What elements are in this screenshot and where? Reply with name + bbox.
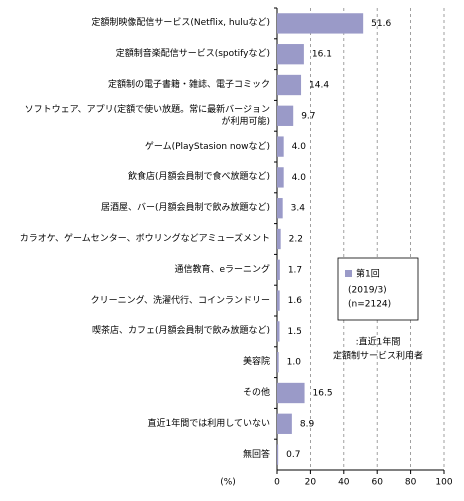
bar bbox=[277, 13, 364, 34]
bar bbox=[277, 259, 280, 280]
y-tick-label: ソフトウェア、アプリ(定額で使い放題。常に最新バージョン が利用可能) bbox=[24, 104, 270, 127]
value-label: 1.7 bbox=[288, 265, 302, 275]
value-label: 3.4 bbox=[291, 204, 306, 214]
bar bbox=[277, 74, 302, 96]
bar bbox=[277, 136, 284, 157]
value-label: 4.0 bbox=[292, 173, 307, 183]
bar bbox=[277, 198, 283, 219]
bar bbox=[277, 167, 284, 188]
bar bbox=[277, 290, 280, 311]
legend-sublabel: (n=2124) bbox=[348, 300, 391, 310]
bar bbox=[277, 444, 279, 465]
annotation: :直近1年間 bbox=[356, 336, 401, 348]
y-tick-label: 定額制の電子書籍・雑誌、電子コミック bbox=[107, 80, 270, 90]
x-tick-label: 100 bbox=[435, 478, 452, 488]
y-tick-label: 飲食店(月額会員制で食べ放題など) bbox=[127, 172, 270, 183]
bar bbox=[277, 382, 305, 404]
y-tick-label: 美容院 bbox=[242, 357, 270, 368]
y-tick-label: 通信教育、eラーニング bbox=[174, 264, 270, 275]
y-tick-label: 無回答 bbox=[242, 449, 270, 460]
y-tick-label: カラオケ、ゲームセンター、ボウリングなどアミューズメント bbox=[19, 234, 270, 244]
value-label: 16.5 bbox=[313, 389, 333, 399]
bar bbox=[277, 352, 279, 373]
y-tick-label: 定額制音楽配信サービス(spotifyなど) bbox=[115, 49, 270, 60]
y-tick-label: 居酒屋、バー(月額会員制で飲み放題など) bbox=[100, 203, 270, 214]
value-label: 1.6 bbox=[288, 296, 303, 306]
value-label: 0.7 bbox=[286, 450, 300, 460]
y-tick-label: 定額制映像配信サービス(Netflix, huluなど) bbox=[91, 18, 270, 29]
x-tick-label: 80 bbox=[405, 478, 417, 488]
value-label: 1.5 bbox=[288, 327, 302, 337]
x-tick-label: 40 bbox=[338, 478, 350, 488]
y-tick-label: 直近1年間では利用していない bbox=[147, 418, 270, 429]
value-label: 9.7 bbox=[301, 111, 315, 121]
bar bbox=[277, 44, 304, 65]
bar bbox=[277, 228, 281, 250]
bar bbox=[277, 413, 292, 434]
legend-swatch bbox=[345, 270, 352, 277]
legend-label: 第1回 bbox=[356, 268, 380, 280]
value-label: 8.9 bbox=[300, 419, 315, 429]
x-tick-label: 20 bbox=[305, 478, 317, 488]
x-tick-label: 60 bbox=[371, 478, 383, 488]
x-axis-label: (%) bbox=[220, 478, 236, 488]
value-label: 2.2 bbox=[289, 235, 303, 245]
bar bbox=[277, 321, 280, 342]
legend-box bbox=[337, 257, 419, 321]
y-tick-label: 喫茶店、カフェ(月額会員制で飲み放題など) bbox=[91, 326, 270, 337]
y-tick-label: クリーニング、洗濯代行、コインランドリー bbox=[90, 295, 270, 306]
value-label: 51.6 bbox=[371, 19, 391, 29]
value-label: 16.1 bbox=[312, 50, 332, 60]
y-tick-label: ゲーム(PlayStasion nowなど) bbox=[144, 141, 270, 152]
bar bbox=[277, 105, 294, 126]
annotation: 定額制サービス利用者 bbox=[333, 350, 423, 362]
value-label: 4.0 bbox=[292, 142, 307, 152]
x-tick-label: 0 bbox=[274, 478, 280, 488]
value-label: 14.4 bbox=[309, 81, 329, 91]
legend-sublabel: (2019/3) bbox=[348, 286, 387, 296]
value-label: 1.0 bbox=[287, 358, 302, 368]
y-tick-label: その他 bbox=[242, 388, 270, 398]
